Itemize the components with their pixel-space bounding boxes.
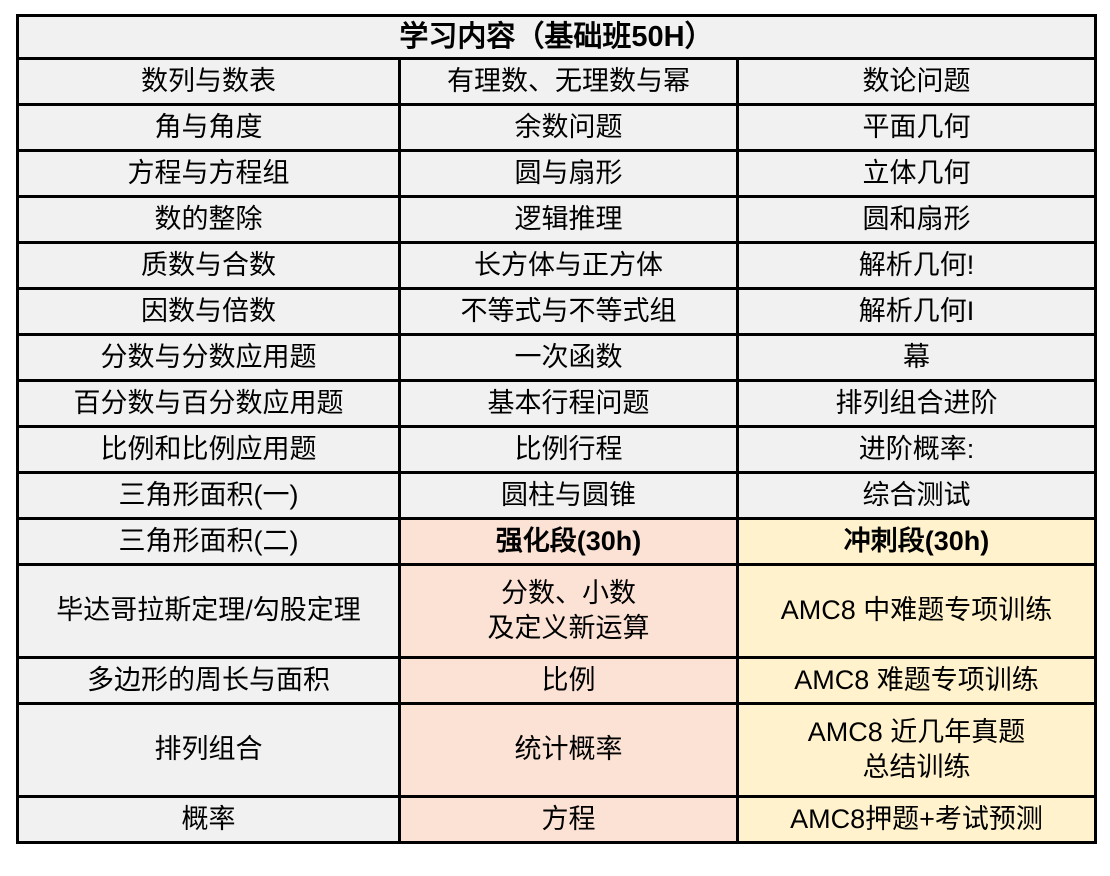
table-row: 因数与倍数 不等式与不等式组 解析几何I	[16, 287, 1097, 337]
table-row: 比例和比例应用题 比例行程 进阶概率:	[16, 425, 1097, 475]
table-cell: 进阶概率:	[736, 425, 1097, 475]
table-cell: 平面几何	[736, 103, 1097, 153]
table-row: 毕达哥拉斯定理/勾股定理 分数、小数 及定义新运算 AMC8 中难题专项训练	[16, 563, 1097, 660]
table-cell: 排列组合进阶	[736, 379, 1097, 429]
table-cell: 数的整除	[16, 195, 401, 245]
table-cell: 不等式与不等式组	[398, 287, 739, 337]
table-cell: 强化段(30h)	[398, 517, 739, 567]
table-cell: 方程	[398, 795, 739, 845]
table-cell: AMC8 中难题专项训练	[736, 563, 1097, 660]
table-cell: 一次函数	[398, 333, 739, 383]
table-cell: 解析几何!	[736, 241, 1097, 291]
table-cell: 幕	[736, 333, 1097, 383]
table-cell: 冲刺段(30h)	[736, 517, 1097, 567]
study-content-table: 学习内容（基础班50H） 数列与数表 有理数、无理数与幂 数论问题 角与角度 余数问题平…	[16, 13, 1097, 845]
table-cell: 圆和扇形	[736, 195, 1097, 245]
table-cell: 综合测试	[736, 471, 1097, 521]
table-cell: 逻辑推理	[398, 195, 739, 245]
table-cell: 圆柱与圆锥	[398, 471, 739, 521]
table-cell: 比例和比例应用题	[16, 425, 401, 475]
table-cell: 百分数与百分数应用题	[16, 379, 401, 429]
table-row: 数的整除 逻辑推理 圆和扇形	[16, 195, 1097, 245]
table-cell: 因数与倍数	[16, 287, 401, 337]
table-cell: 排列组合	[16, 702, 401, 799]
table-cell: 有理数、无理数与幂	[398, 57, 739, 107]
table-row: 百分数与百分数应用题 基本行程问题 排列组合进阶	[16, 379, 1097, 429]
table-cell: 三角形面积(二)	[16, 517, 401, 567]
table-cell: 立体几何	[736, 149, 1097, 199]
table-cell: 解析几何I	[736, 287, 1097, 337]
table-cell: 比例行程	[398, 425, 739, 475]
table-header-row: 学习内容（基础班50H）	[16, 13, 1097, 61]
table-cell: 数论问题	[736, 57, 1097, 107]
table-row: 三角形面积(一) 圆柱与圆锥 综合测试	[16, 471, 1097, 521]
table-body: 数列与数表 有理数、无理数与幂 数论问题 角与角度 余数问题 平面几何 方程与方程组 圆与扇形…	[16, 57, 1097, 845]
table-cell: 方程与方程组	[16, 149, 401, 199]
table-cell: 概率	[16, 795, 401, 845]
table-title: 学习内容（基础班50H）	[16, 13, 1097, 61]
table-row: 排列组合 统计概率 AMC8 近几年真题 总结训练	[16, 702, 1097, 799]
table-cell: AMC8 近几年真题 总结训练	[736, 702, 1097, 799]
table-cell: 比例	[398, 656, 739, 706]
table-row: 三角形面积(二) 强化段(30h) 冲刺段(30h)	[16, 517, 1097, 567]
table-cell: 圆与扇形	[398, 149, 739, 199]
table-row: 数列与数表 有理数、无理数与幂 数论问题	[16, 57, 1097, 107]
table-cell: 长方体与正方体	[398, 241, 739, 291]
table-cell: 分数与分数应用题	[16, 333, 401, 383]
table-cell: AMC8 难题专项训练	[736, 656, 1097, 706]
table-row: 概率 方程 AMC8押题+考试预测	[16, 795, 1097, 845]
table-row: 质数与合数 长方体与正方体 解析几何!	[16, 241, 1097, 291]
table-cell: 毕达哥拉斯定理/勾股定理	[16, 563, 401, 660]
table-cell: 三角形面积(一)	[16, 471, 401, 521]
table-row: 方程与方程组 圆与扇形 立体几何	[16, 149, 1097, 199]
table-cell: 余数问题	[398, 103, 739, 153]
table-row: 角与角度 余数问题 平面几何	[16, 103, 1097, 153]
table-cell: 角与角度	[16, 103, 401, 153]
table-cell: 质数与合数	[16, 241, 401, 291]
table-cell: 统计概率	[398, 702, 739, 799]
table-row: 多边形的周长与面积 比例 AMC8 难题专项训练	[16, 656, 1097, 706]
table-cell: 多边形的周长与面积	[16, 656, 401, 706]
table-cell: 分数、小数 及定义新运算	[398, 563, 739, 660]
table-cell: 基本行程问题	[398, 379, 739, 429]
table-row: 分数与分数应用题 一次函数幕	[16, 333, 1097, 383]
table-cell: 数列与数表	[16, 57, 401, 107]
table-cell: AMC8押题+考试预测	[736, 795, 1097, 845]
